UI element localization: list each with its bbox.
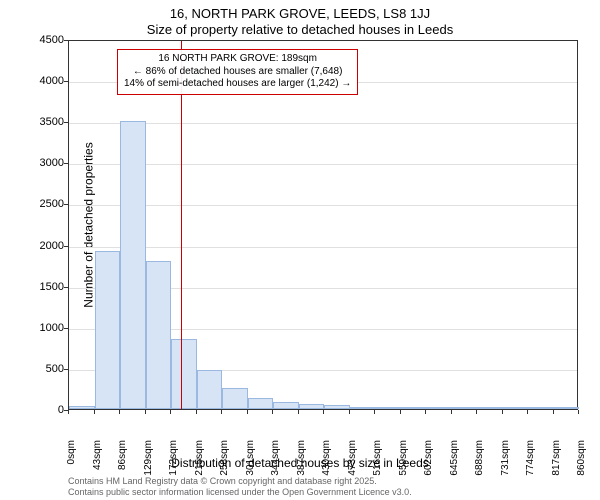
x-tick-mark: [196, 410, 197, 414]
histogram-bar: [375, 407, 401, 409]
histogram-bar: [477, 407, 503, 409]
histogram-bar: [401, 407, 427, 409]
x-tick-mark: [527, 410, 528, 414]
x-tick-mark: [476, 410, 477, 414]
x-tick-mark: [349, 410, 350, 414]
y-tick-mark: [64, 40, 68, 41]
y-tick-mark: [64, 287, 68, 288]
x-tick-mark: [170, 410, 171, 414]
histogram-bar: [197, 370, 223, 409]
histogram-bar: [528, 407, 554, 409]
annotation-line3: 14% of semi-detached houses are larger (…: [124, 78, 351, 91]
x-tick-mark: [502, 410, 503, 414]
histogram-bar: [324, 405, 350, 409]
x-tick-mark: [247, 410, 248, 414]
x-tick-mark: [272, 410, 273, 414]
y-tick-label: 1000: [24, 322, 64, 334]
y-tick-label: 2500: [24, 198, 64, 210]
x-tick-mark: [94, 410, 95, 414]
histogram-bar: [95, 251, 121, 409]
x-tick-mark: [553, 410, 554, 414]
y-tick-label: 4500: [24, 34, 64, 46]
y-tick-label: 1500: [24, 281, 64, 293]
property-marker-line: [181, 41, 182, 409]
annotation-line2: ← 86% of detached houses are smaller (7,…: [124, 66, 351, 79]
histogram-bar: [426, 407, 452, 409]
histogram-bar: [120, 121, 146, 409]
y-tick-mark: [64, 246, 68, 247]
y-tick-label: 2000: [24, 240, 64, 252]
histogram-bar: [299, 404, 325, 409]
footer-attribution-2: Contains public sector information licen…: [68, 487, 412, 497]
y-tick-mark: [64, 163, 68, 164]
chart-title-line1: 16, NORTH PARK GROVE, LEEDS, LS8 1JJ: [0, 6, 600, 21]
x-tick-mark: [68, 410, 69, 414]
y-tick-mark: [64, 369, 68, 370]
histogram-bar: [222, 388, 248, 409]
histogram-bar: [452, 407, 478, 409]
histogram-bar: [248, 398, 274, 410]
histogram-bar: [554, 407, 580, 409]
x-tick-mark: [425, 410, 426, 414]
annotation-box: 16 NORTH PARK GROVE: 189sqm← 86% of deta…: [117, 49, 358, 95]
histogram-bar: [146, 261, 172, 409]
x-tick-mark: [374, 410, 375, 414]
x-tick-mark: [323, 410, 324, 414]
x-tick-mark: [145, 410, 146, 414]
plot-area: 16 NORTH PARK GROVE: 189sqm← 86% of deta…: [68, 40, 578, 410]
y-tick-label: 500: [24, 363, 64, 375]
y-tick-label: 0: [24, 404, 64, 416]
y-tick-mark: [64, 328, 68, 329]
x-tick-mark: [119, 410, 120, 414]
annotation-line1: 16 NORTH PARK GROVE: 189sqm: [124, 53, 351, 66]
histogram-bar: [171, 339, 197, 409]
x-tick-mark: [400, 410, 401, 414]
histogram-bar: [69, 406, 95, 409]
y-tick-mark: [64, 204, 68, 205]
x-axis-label: Distribution of detached houses by size …: [0, 456, 600, 470]
x-tick-mark: [451, 410, 452, 414]
y-tick-label: 3500: [24, 116, 64, 128]
x-tick-mark: [578, 410, 579, 414]
chart-title-line2: Size of property relative to detached ho…: [0, 22, 600, 37]
footer-attribution-1: Contains HM Land Registry data © Crown c…: [68, 476, 377, 486]
histogram-bar: [503, 407, 529, 409]
y-tick-label: 4000: [24, 75, 64, 87]
x-tick-mark: [298, 410, 299, 414]
histogram-bar: [273, 402, 299, 409]
y-tick-label: 3000: [24, 157, 64, 169]
y-tick-mark: [64, 122, 68, 123]
histogram-bar: [350, 407, 376, 409]
x-tick-mark: [221, 410, 222, 414]
y-tick-mark: [64, 81, 68, 82]
